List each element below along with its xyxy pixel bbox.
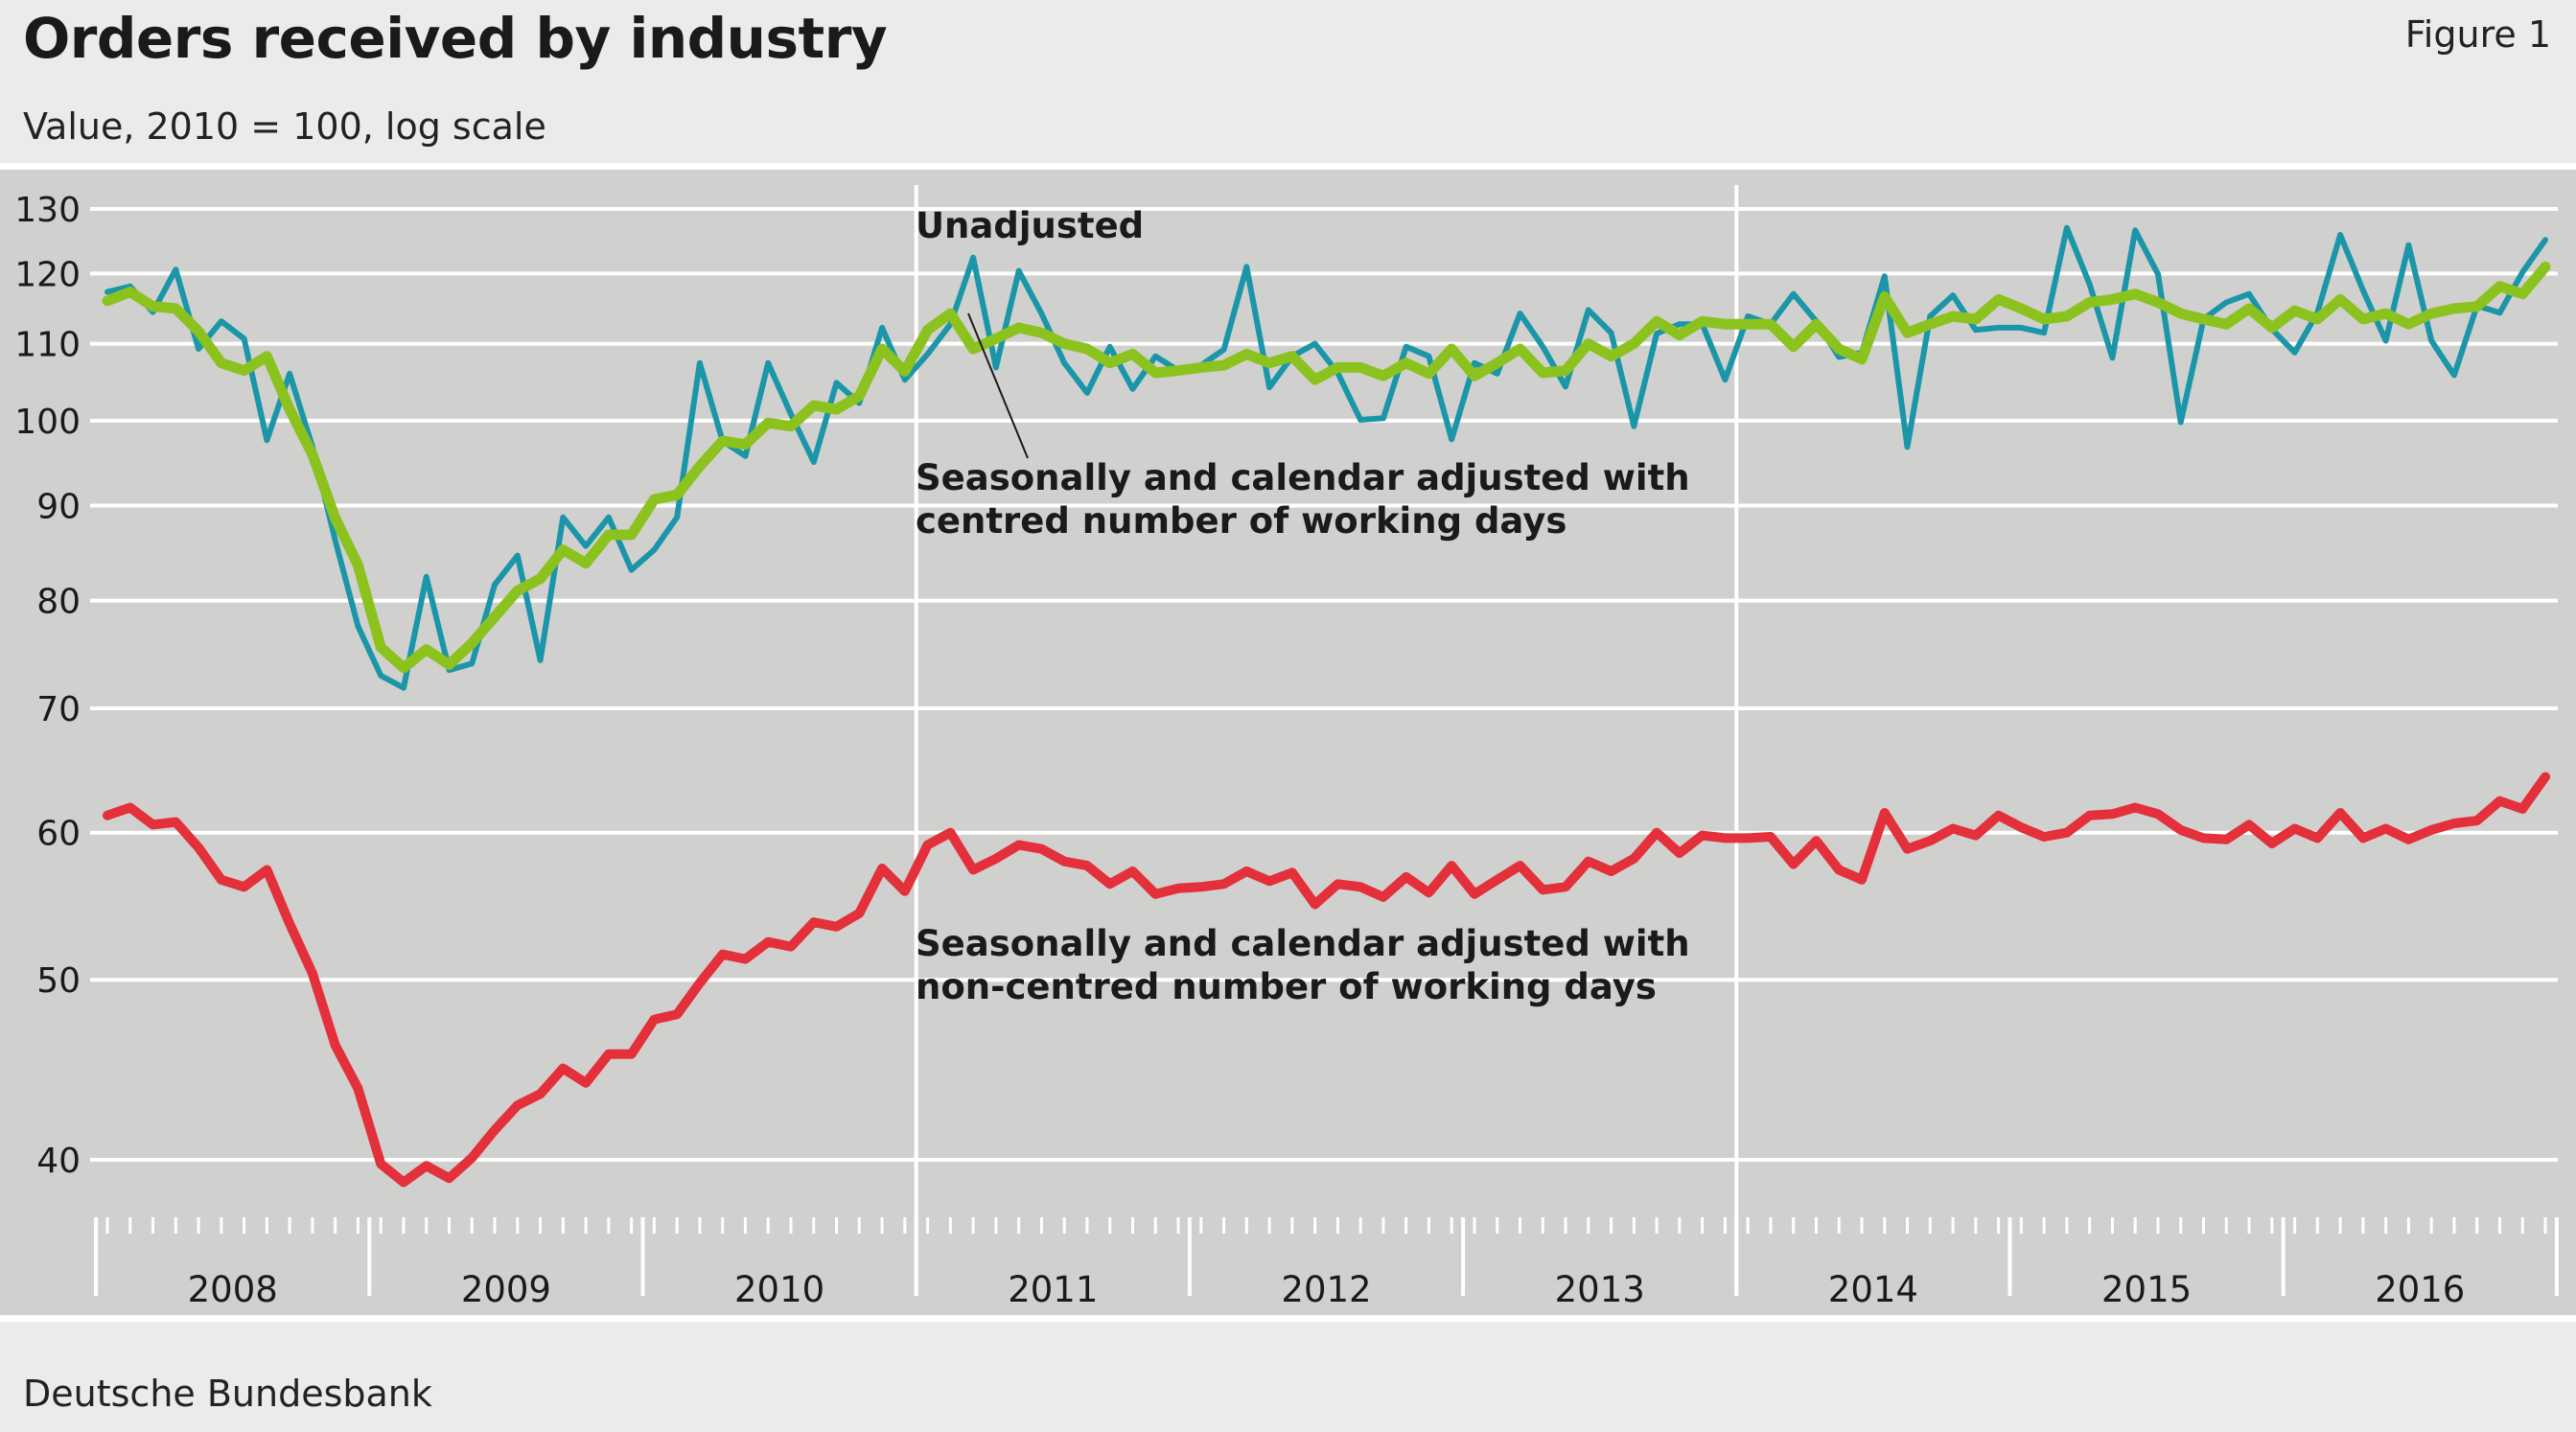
series-line-centred: [102, 261, 2551, 674]
y-tick-label-110: 110: [14, 326, 81, 365]
top-rule: [0, 163, 2576, 170]
x-tick-label-2016: 2016: [2375, 1269, 2465, 1310]
y-tick-label-40: 40: [36, 1142, 81, 1181]
bottom-rule: [0, 1315, 2576, 1322]
source-note: Deutsche Bundesbank: [23, 1373, 432, 1415]
x-tick-label-2012: 2012: [1281, 1269, 1371, 1310]
y-tick-label-100: 100: [14, 403, 81, 442]
y-tick-label-120: 120: [14, 255, 81, 294]
y-tick-label-60: 60: [36, 815, 81, 854]
y-tick-label-50: 50: [36, 961, 81, 1001]
x-tick-label-2014: 2014: [1828, 1269, 1918, 1310]
ann-noncentred-line-1: Seasonally and calendar adjusted with: [916, 923, 1690, 964]
series-line-noncentred: [103, 772, 2550, 1188]
y-tick-label-70: 70: [36, 690, 81, 729]
y-tick-label-90: 90: [36, 487, 81, 526]
ann-unadjusted-line-1: Unadjusted: [916, 205, 1144, 246]
x-tick-label-2015: 2015: [2101, 1269, 2192, 1310]
series-line-unadjusted: [104, 224, 2548, 691]
ann-noncentred-line-2: non-centred number of working days: [916, 966, 1657, 1007]
plot-background: [0, 170, 2576, 1315]
x-tick-label-2011: 2011: [1008, 1269, 1098, 1310]
chart-title: Orders received by industry: [23, 6, 888, 71]
y-tick-label-130: 130: [14, 191, 81, 230]
y-tick-label-80: 80: [36, 583, 81, 622]
figure-label: Figure 1: [2404, 13, 2551, 56]
x-tick-label-2008: 2008: [188, 1269, 278, 1310]
chart-subtitle: Value, 2010 = 100, log scale: [23, 105, 546, 148]
ann-centred-line-2: centred number of working days: [916, 500, 1566, 542]
x-tick-label-2009: 2009: [461, 1269, 551, 1310]
annotation-leader-line: [967, 312, 1029, 459]
x-tick-label-2013: 2013: [1555, 1269, 1645, 1310]
x-tick-label-2010: 2010: [734, 1269, 824, 1310]
ann-centred-line-1: Seasonally and calendar adjusted with: [916, 457, 1690, 498]
